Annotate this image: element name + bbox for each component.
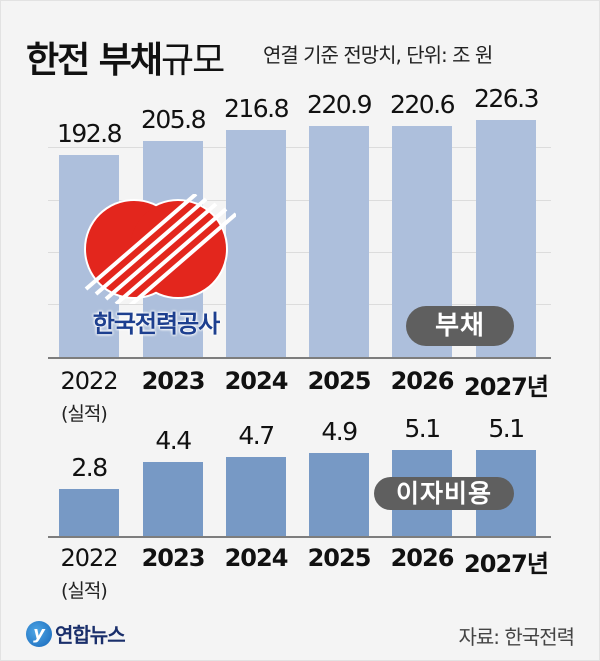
x-label-2024: 2024: [224, 544, 289, 572]
actual-note: (실적): [61, 580, 108, 602]
interest-series-badge: 이자비용: [374, 477, 514, 510]
bar-2024: [226, 456, 286, 536]
page-title: 한전 부채규모: [26, 31, 225, 83]
yonhap-logo: y 연합뉴스: [26, 619, 126, 648]
value-label: 205.8: [140, 105, 207, 135]
title-bold: 한전 부채: [26, 40, 163, 81]
x-axis-baseline: [48, 536, 551, 538]
value-label: 2.8: [71, 452, 108, 482]
kepco-name: 한국전력공사: [92, 310, 220, 338]
x-label-2023: 2023: [141, 367, 206, 395]
kepco-logo: 한국전력공사: [76, 192, 238, 344]
value-label: 220.6: [389, 89, 456, 119]
value-label: 220.9: [306, 89, 373, 119]
x-label-2026: 2026: [390, 367, 455, 395]
actual-note: (실적): [61, 403, 108, 425]
gridline: [48, 252, 551, 253]
x-label-2026: 2026: [390, 544, 455, 572]
value-label: 216.8: [223, 93, 290, 123]
value-label: 226.3: [473, 84, 540, 113]
x-label-2023: 2023: [141, 544, 206, 572]
debt-chart: 192.8 205.8 216.8 220.9 220.6 226.3: [1, 1, 600, 431]
value-label: 5.1: [404, 414, 441, 443]
value-label: 5.1: [488, 414, 525, 443]
x-label-2022: 2022: [60, 367, 118, 395]
value-label: 4.7: [238, 420, 275, 450]
bar-2024: [226, 129, 286, 357]
x-label-2027년: 2027년: [464, 373, 549, 401]
yonhap-brand: 연합뉴스: [55, 623, 126, 647]
gridline: [48, 200, 551, 201]
x-label-2025: 2025: [307, 367, 372, 395]
bar-2023: [143, 461, 203, 536]
title-light: 규모: [161, 40, 225, 81]
debt-series-badge: 부채: [406, 306, 514, 346]
bar-2022: [59, 488, 119, 536]
value-label: 192.8: [56, 119, 123, 149]
x-label-2027년: 2027년: [464, 550, 549, 578]
x-label-2022: 2022: [60, 544, 118, 572]
subtitle: 연결 기준 전망치, 단위: 조 원: [263, 43, 493, 67]
interest-chart: 2.8 4.4 4.7 4.9 5.1 5.1 이자비용: [1, 1, 600, 601]
gridline: [48, 147, 551, 148]
x-axis-baseline: [48, 357, 551, 359]
value-label: 4.9: [321, 417, 358, 447]
gridline: [48, 304, 551, 305]
kepco-emblem-icon: [84, 192, 238, 311]
source-note: 자료: 한국전력: [458, 625, 575, 649]
value-label: 4.4: [155, 425, 192, 455]
yonhap-mark-icon: y: [26, 620, 52, 647]
x-label-2025: 2025: [307, 544, 372, 572]
bar-2025: [309, 125, 369, 357]
x-label-2024: 2024: [224, 367, 289, 395]
bar-2025: [309, 453, 369, 536]
